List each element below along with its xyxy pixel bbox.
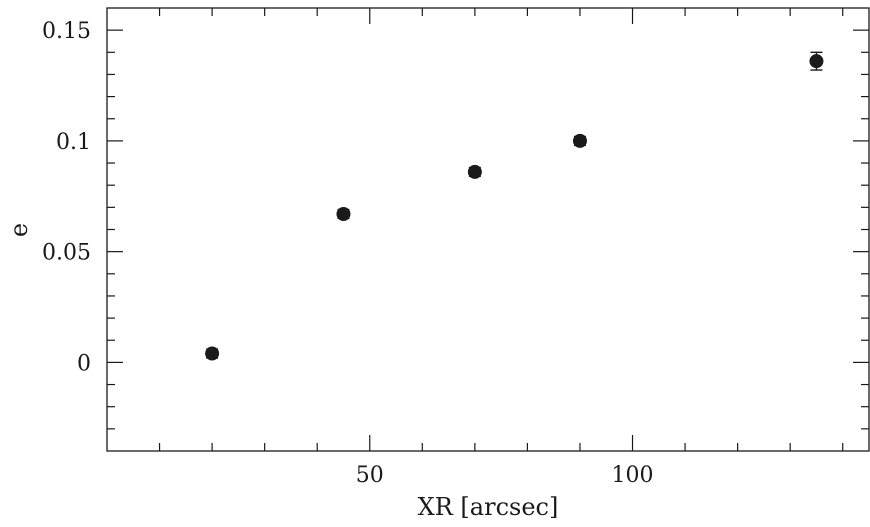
- data-point: [572, 133, 587, 148]
- y-tick-label: 0.1: [56, 130, 91, 155]
- axis-ticks: [107, 8, 869, 451]
- y-tick-label: 0: [77, 351, 91, 376]
- scatter-marker: [205, 346, 220, 361]
- y-tick-label: 0.05: [42, 241, 91, 266]
- data-point: [809, 51, 824, 71]
- y-tick-label: 0.15: [42, 19, 91, 44]
- x-axis-title: XR [arcsec]: [418, 493, 559, 521]
- data-points: [205, 51, 824, 361]
- scatter-marker: [572, 133, 587, 148]
- axis-tick-labels: 50 100 0 0.05 0.1 0.15: [42, 19, 654, 488]
- data-point: [467, 164, 482, 179]
- x-tick-label: 50: [356, 463, 384, 488]
- scatter-marker: [467, 164, 482, 179]
- x-tick-label: 100: [612, 463, 654, 488]
- data-point: [205, 346, 220, 361]
- scatter-marker: [336, 206, 351, 221]
- scatter-marker: [809, 54, 824, 69]
- plot-frame: [106, 7, 870, 452]
- y-axis-title: e: [5, 223, 33, 237]
- data-point: [336, 206, 351, 221]
